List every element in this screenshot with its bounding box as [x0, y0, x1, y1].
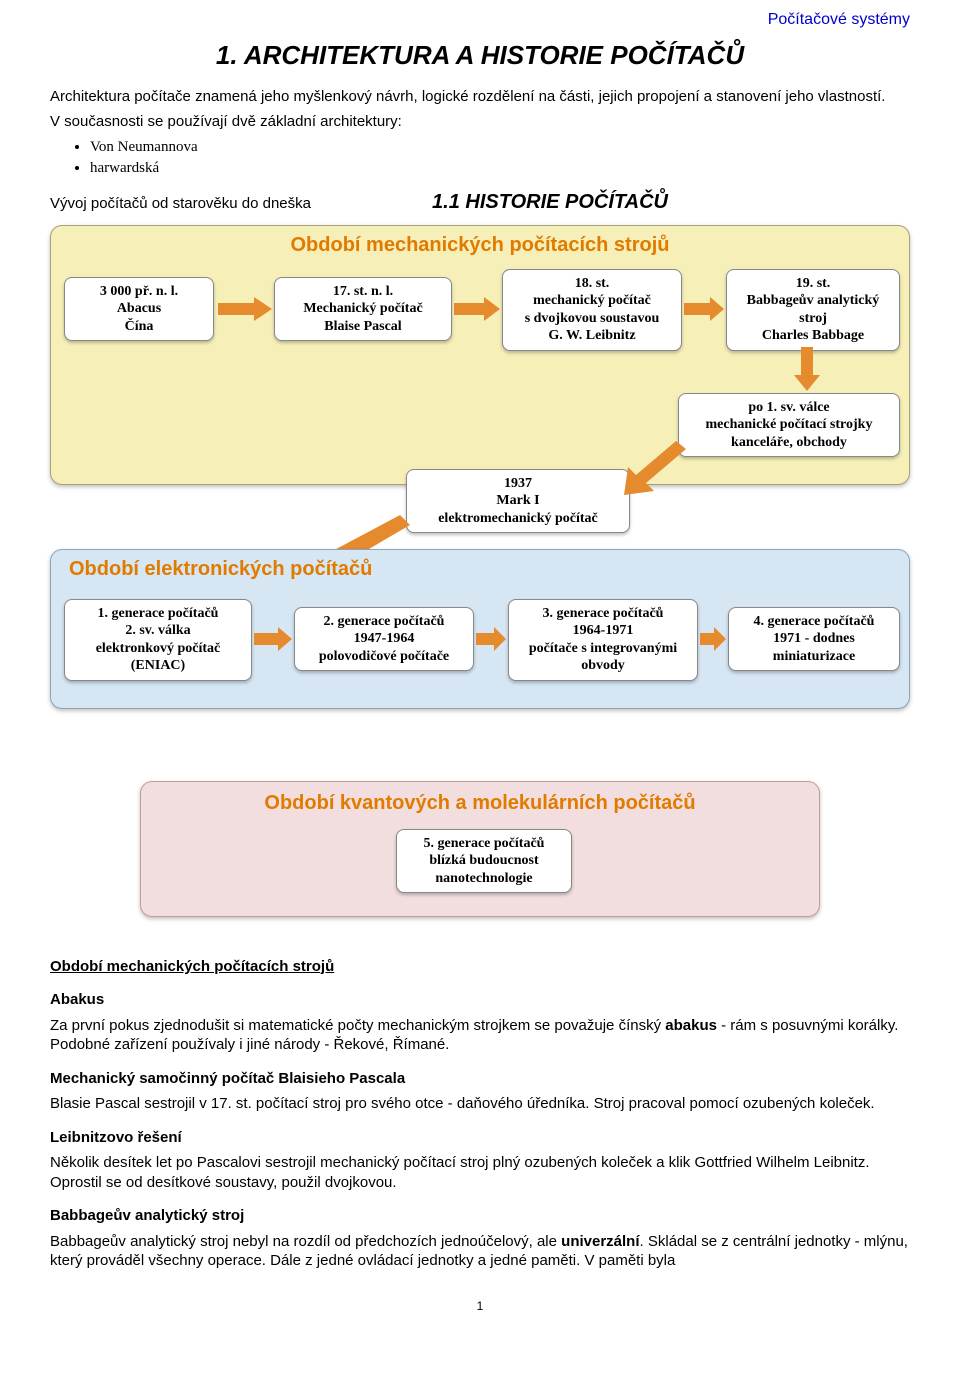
subhead-left: Vývoj počítačů od starověku do dneška: [50, 194, 311, 214]
leibnitz-heading: Leibnitzovo řešení: [50, 1128, 910, 1148]
arrow-right: [476, 627, 506, 657]
box-gen3: 3. generace počítačů 1964-1971 počítače …: [508, 599, 698, 681]
arrow-diag: [624, 441, 686, 501]
box-leibnitz: 18. st. mechanický počítač s dvojkovou s…: [502, 269, 682, 351]
box-eniac: 1. generace počítačů 2. sv. válka elektr…: [64, 599, 252, 681]
box-abacus: 3 000 př. n. l. Abacus Čína: [64, 277, 214, 342]
box-gen5: 5. generace počítačů blízká budoucnost n…: [396, 829, 572, 894]
list-item: Von Neumannova: [90, 138, 910, 158]
box-postwar: po 1. sv. válce mechanické počítací stro…: [678, 393, 900, 458]
abakus-paragraph: Za první pokus zjednodušit si matematick…: [50, 1016, 910, 1055]
box-gen4: 4. generace počítačů 1971 - dodnes minia…: [728, 607, 900, 672]
arrow-right: [254, 627, 292, 657]
history-diagram: Období mechanických počítacích strojů 3 …: [50, 225, 910, 937]
section-mech-title: Období mechanických počítacích strojů: [50, 957, 910, 977]
subhead-center: 1.1 HISTORIE POČÍTAČŮ: [432, 189, 668, 215]
list-item: harwardská: [90, 159, 910, 179]
box-mark1: 1937 Mark I elektromechanický počítač: [406, 469, 630, 534]
leibnitz-paragraph: Několik desítek let po Pascalovi sestroj…: [50, 1153, 910, 1192]
era2-title: Období elektronických počítačů: [69, 556, 372, 582]
babbage-heading: Babbageův analytický stroj: [50, 1206, 910, 1226]
arch-list: Von Neumannova harwardská: [90, 138, 910, 179]
arrow-down: [794, 347, 820, 397]
era1-title: Období mechanických počítacích strojů: [51, 232, 909, 258]
header-course-name: Počítačové systémy: [50, 10, 910, 31]
arrow-right: [700, 627, 726, 657]
page-title: 1. ARCHITEKTURA A HISTORIE POČÍTAČŮ: [50, 39, 910, 73]
box-babbage: 19. st. Babbageův analytický stroj Charl…: [726, 269, 900, 351]
pascal-heading: Mechanický samočinný počítač Blaisieho P…: [50, 1069, 910, 1089]
intro-paragraph: Architektura počítače znamená jeho myšle…: [50, 87, 910, 107]
arrow-right: [218, 297, 272, 327]
intro-paragraph-2: V současnosti se používají dvě základní …: [50, 112, 910, 132]
era3-title: Období kvantových a molekulárních počíta…: [141, 790, 819, 816]
arrow-right: [684, 297, 724, 327]
babbage-paragraph: Babbageův analytický stroj nebyl na rozd…: [50, 1232, 910, 1271]
arrow-right: [454, 297, 500, 327]
box-gen2: 2. generace počítačů 1947-1964 polovodič…: [294, 607, 474, 672]
box-pascal: 17. st. n. l. Mechanický počítač Blaise …: [274, 277, 452, 342]
page-number: 1: [50, 1299, 910, 1315]
abakus-heading: Abakus: [50, 990, 910, 1010]
pascal-paragraph: Blasie Pascal sestrojil v 17. st. počíta…: [50, 1094, 910, 1114]
